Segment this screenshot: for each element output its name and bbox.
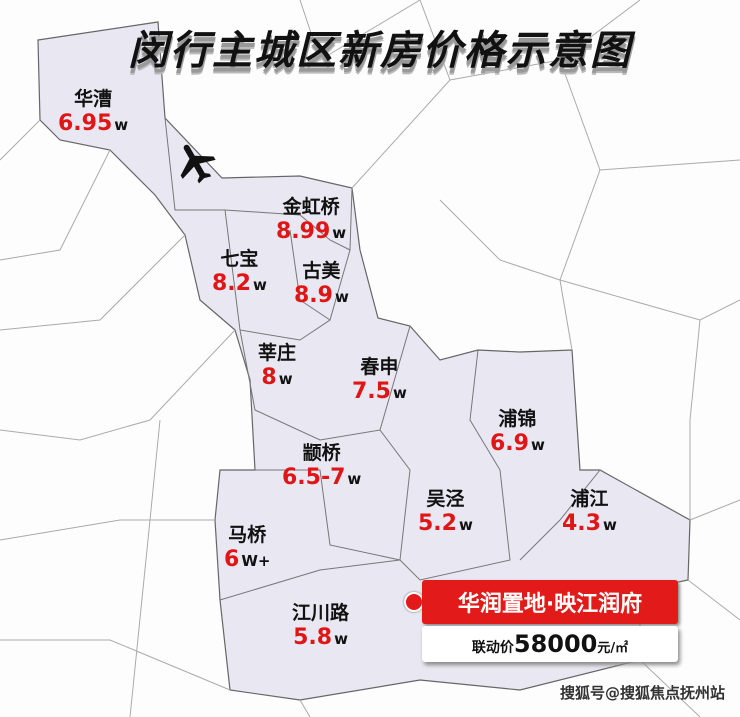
area-label-wujing: 吴泾 5.2 w bbox=[418, 488, 473, 536]
area-label-qibao: 七宝 8.2 w bbox=[212, 248, 267, 296]
area-label-gumei: 古美 8.9 w bbox=[294, 260, 349, 308]
area-label-pujin: 浦锦 6.9 w bbox=[490, 408, 545, 456]
map-title: 闵行主城区新房价格示意图 bbox=[128, 28, 632, 74]
area-label-xinzhuang: 莘庄 8 w bbox=[258, 342, 297, 390]
area-label-chunshen: 春申 7.5 w bbox=[352, 356, 407, 404]
minhang-main-area bbox=[37, 21, 691, 701]
area-label-zhuanqiao: 颛桥 6.5-7 w bbox=[282, 442, 362, 490]
project-name: 华润置地·映江润府 bbox=[422, 580, 678, 624]
area-label-maqiao: 马桥 6 W+ bbox=[224, 524, 271, 572]
project-price: 联动价58000元/㎡ bbox=[422, 626, 678, 662]
area-label-jiangchuanlu: 江川路 5.8 w bbox=[292, 602, 350, 650]
watermark: 搜狐号@搜狐焦点抚州站 bbox=[560, 684, 726, 702]
area-label-jinhongqiao: 金虹桥 8.99 w bbox=[276, 196, 347, 244]
area-label-pujiang: 浦江 4.3 w bbox=[562, 488, 617, 536]
area-label-huacao: 华漕 6.95 w bbox=[58, 88, 129, 136]
project-callout: 华润置地·映江润府 联动价58000元/㎡ bbox=[422, 580, 678, 662]
airplane-icon bbox=[180, 144, 216, 184]
project-location-marker bbox=[404, 592, 424, 612]
